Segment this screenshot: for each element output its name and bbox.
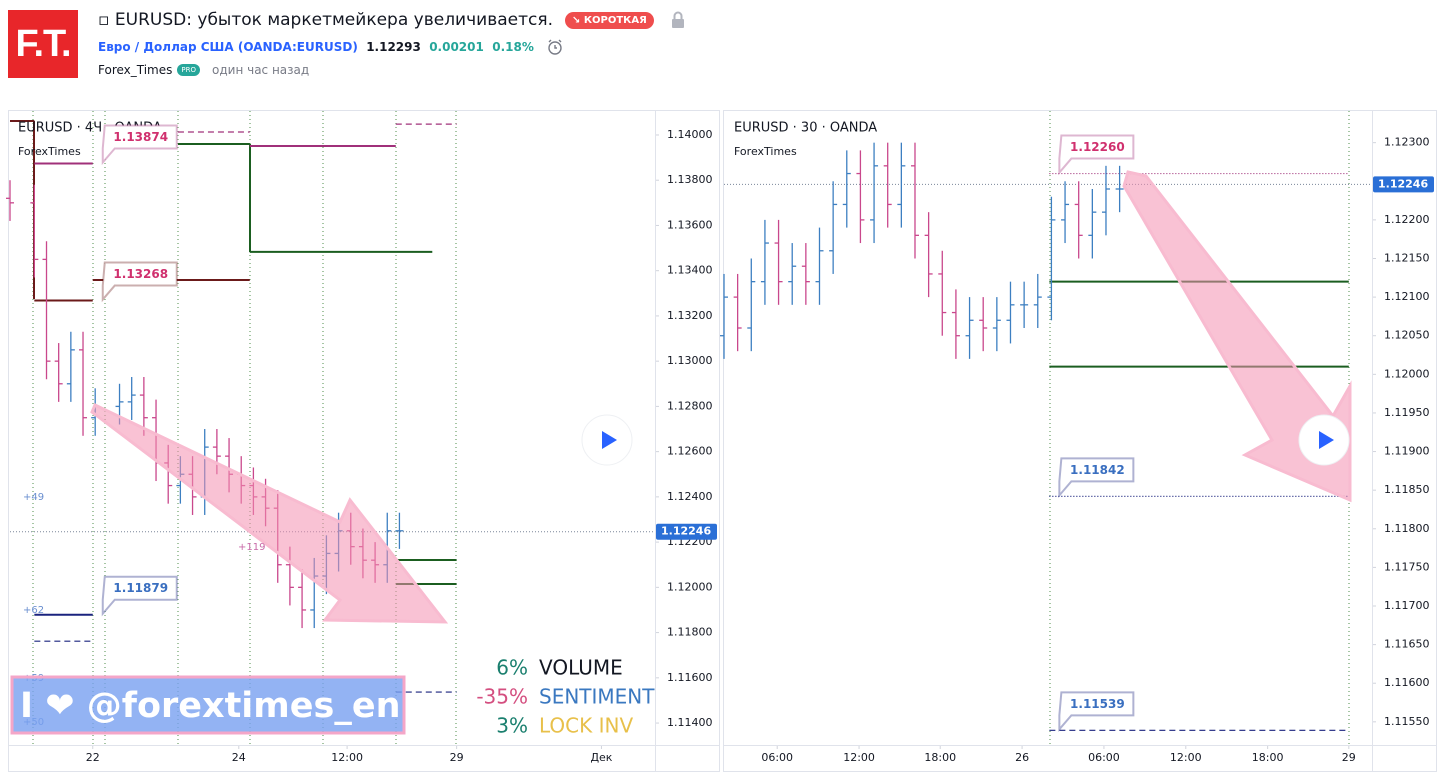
y-tick-label: 1.12600 [667, 445, 713, 458]
change-pct: 0.18% [492, 40, 534, 54]
y-tick-label: 1.12000 [667, 580, 713, 593]
y-tick-label: 1.12100 [1384, 290, 1430, 303]
published: один час назад [212, 63, 310, 77]
x-tick-label: 06:00 [1088, 751, 1120, 764]
x-tick-label: 29 [1342, 751, 1356, 764]
x-tick-label: 06:00 [761, 751, 793, 764]
y-tick-label: 1.11600 [667, 671, 713, 684]
chart-subtitle: ForexTimes [18, 145, 81, 158]
author-line: Forex_Times PRO один час назад [98, 63, 309, 77]
overlay: EURUSD · 4Ч · OANDAForexTimes1.140001.13… [10, 121, 1434, 764]
x-tick-label: 26 [1015, 751, 1029, 764]
x-tick-label: 18:00 [1252, 751, 1284, 764]
x-tick-label: 12:00 [1170, 751, 1202, 764]
chart-title: EURUSD · 30 · OANDA [734, 121, 877, 136]
banner-text: I ❤ @forextimes_en [20, 686, 401, 726]
banner-box [10, 675, 406, 735]
x-tick-label: 22 [86, 751, 100, 764]
y-tick-label: 1.13000 [667, 354, 713, 367]
last-price-tag [656, 523, 717, 540]
instrument[interactable]: Евро / Доллар США [98, 40, 234, 54]
level-label: 1.12260 [1070, 140, 1125, 154]
y-tick-label: 1.14000 [667, 128, 713, 141]
x-tick-label: 18:00 [924, 751, 956, 764]
y-tick-label: 1.12000 [1384, 367, 1430, 380]
last-price-label: 1.12246 [1378, 177, 1428, 190]
y-tick-label: 1.13200 [667, 309, 713, 322]
y-tick-label: 1.11800 [1384, 522, 1430, 535]
last-price-label: 1.12246 [661, 525, 711, 538]
level-callout [1058, 457, 1135, 499]
direction-badge: ↘ КОРОТКАЯ [564, 11, 654, 29]
idea-title: ▫ EURUSD: убыток маркетмейкера увеличива… [98, 10, 553, 30]
logo[interactable]: F.T. [8, 10, 78, 78]
level-callout [101, 124, 178, 166]
ticker[interactable]: (OANDA:EURUSD) [237, 40, 358, 54]
stat-name: SENTIMENT [539, 685, 655, 709]
y-tick-label: 1.11700 [1384, 599, 1430, 612]
annotation: +119 [238, 542, 265, 553]
level-callout [1058, 691, 1135, 733]
stat-name: LOCK INV [539, 714, 633, 738]
play-button[interactable] [581, 414, 633, 466]
y-tick-label: 1.11850 [1384, 483, 1430, 496]
stat-value: 6% [496, 656, 528, 680]
play-button[interactable] [1298, 414, 1350, 466]
last-price-tag [1373, 176, 1434, 193]
y-tick-label: 1.12400 [667, 490, 713, 503]
level-callout [101, 261, 178, 303]
y-tick-label: 1.12300 [1384, 136, 1430, 149]
arrow [1122, 170, 1352, 503]
y-tick-label: 1.11900 [1384, 445, 1430, 458]
chart-subtitle: ForexTimes [734, 145, 797, 158]
pro-badge: PRO [177, 64, 200, 76]
price: 1.12293 [366, 40, 421, 54]
y-tick-label: 1.12800 [667, 399, 713, 412]
level-label: 1.11842 [1070, 463, 1125, 477]
level-label: 1.11879 [113, 581, 168, 595]
y-tick-label: 1.12150 [1384, 251, 1430, 264]
stat-value: -35% [476, 685, 528, 709]
annotation: +49 [23, 492, 44, 503]
level-label: 1.13268 [113, 267, 168, 281]
level-label: 1.13874 [113, 130, 168, 144]
x-tick-label: 24 [232, 751, 246, 764]
annotation: +62 [23, 605, 44, 616]
level-label: 1.11539 [1070, 697, 1125, 711]
x-tick-label: 12:00 [331, 751, 363, 764]
y-tick-label: 1.11800 [667, 626, 713, 639]
y-tick-label: 1.11400 [667, 716, 713, 729]
y-tick-label: 1.12050 [1384, 329, 1430, 342]
y-tick-label: 1.12200 [1384, 213, 1430, 226]
lock-icon [671, 11, 684, 28]
y-tick-label: 1.13400 [667, 264, 713, 277]
y-tick-label: 1.11600 [1384, 676, 1430, 689]
y-tick-label: 1.11950 [1384, 406, 1430, 419]
level-callout [1058, 134, 1135, 176]
x-tick-label: 12:00 [843, 751, 875, 764]
level-callout [101, 575, 178, 617]
alarm-icon[interactable] [546, 38, 564, 56]
y-tick-label: 1.13600 [667, 218, 713, 231]
y-tick-label: 1.11750 [1384, 560, 1430, 573]
play-icon[interactable] [1319, 431, 1334, 449]
stat-value: 3% [496, 714, 528, 738]
symbol-line: Евро / Доллар США (OANDA:EURUSD) 1.12293… [98, 38, 564, 56]
y-tick-label: 1.11650 [1384, 638, 1430, 651]
play-icon[interactable] [602, 431, 617, 449]
arrow [90, 402, 449, 624]
y-tick-label: 1.13800 [667, 173, 713, 186]
idea-header: ▫ EURUSD: убыток маркетмейкера увеличива… [98, 10, 686, 30]
author[interactable]: Forex_Times [98, 63, 173, 77]
x-tick-label: Дек [590, 751, 612, 764]
y-tick-label: 1.11550 [1384, 715, 1430, 728]
change: 0.00201 [429, 40, 484, 54]
x-tick-label: 29 [450, 751, 464, 764]
stat-name: VOLUME [539, 656, 623, 680]
